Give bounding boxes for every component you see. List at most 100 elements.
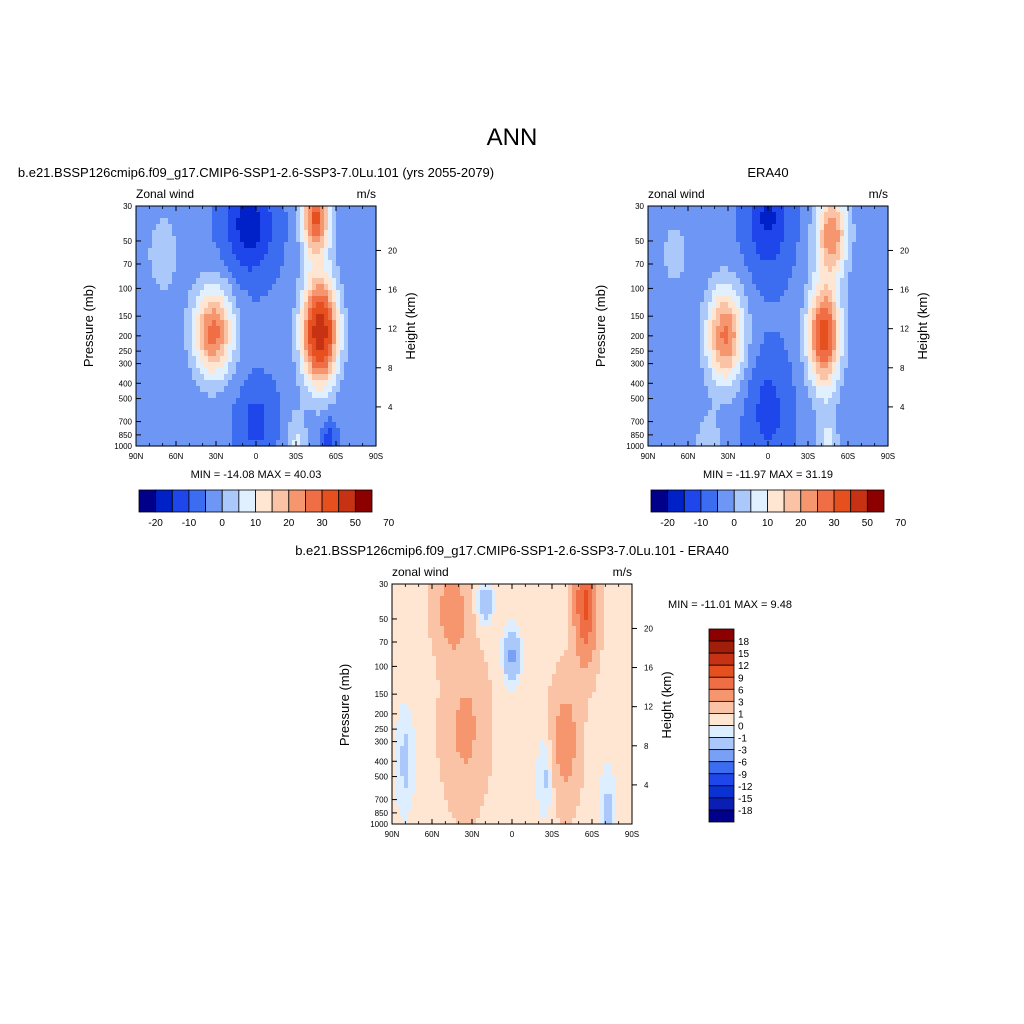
field-cell [372,278,377,285]
field-cell [308,248,313,255]
field-cell [252,218,257,225]
field-cell [232,440,237,447]
field-cell [236,230,241,237]
field-cell [796,404,801,411]
field-cell [712,224,717,231]
field-cell [872,224,877,231]
field-cell [296,302,301,309]
field-cell [704,440,709,447]
field-cell [796,350,801,357]
field-cell [352,416,357,423]
field-cell [864,296,869,303]
field-cell [836,206,841,213]
field-cell [712,422,717,429]
field-cell [740,218,745,225]
field-cell [832,266,837,273]
field-cell [336,260,341,267]
field-cell [240,332,245,339]
field-cell [228,410,233,417]
field-cell [208,248,213,255]
field-cell [176,326,181,333]
field-cell [176,218,181,225]
field-cell [368,212,373,219]
field-cell [140,428,145,435]
field-cell [368,374,373,381]
field-cell [740,416,745,423]
field-cell [204,368,209,375]
field-cell [800,248,805,255]
field-cell [212,434,217,441]
field-cell [728,404,733,411]
field-cell [180,284,185,291]
field-cell [168,302,173,309]
field-cell [200,212,205,219]
field-cell [140,404,145,411]
field-cell [652,386,657,393]
field-cell [776,392,781,399]
colorbar-label: -10 [182,518,197,529]
field-cell [300,368,305,375]
field-cell [244,368,249,375]
field-cell [216,266,221,273]
field-cell [212,338,217,345]
field-cell [344,260,349,267]
field-cell [312,230,317,237]
field-cell [824,326,829,333]
field-cell [136,434,141,441]
field-cell [748,314,753,321]
field-cell [656,416,661,423]
field-cell [152,434,157,441]
field-cell [760,278,765,285]
field-cell [152,314,157,321]
field-cell [852,404,857,411]
field-cell [344,314,349,321]
field-cell [780,404,785,411]
field-cell [700,218,705,225]
field-cell [268,218,273,225]
field-cell [312,374,317,381]
field-cell [272,404,277,411]
field-cell [216,422,221,429]
field-cell [724,356,729,363]
field-cell [664,260,669,267]
field-cell [656,386,661,393]
field-cell [780,230,785,237]
field-cell [252,380,257,387]
field-cell [240,416,245,423]
field-cell [148,248,153,255]
field-cell [732,434,737,441]
field-cell [696,302,701,309]
field-cell [668,296,673,303]
field-cell [164,278,169,285]
field-cell [144,368,149,375]
field-cell [356,224,361,231]
field-cell [764,428,769,435]
field-cell [680,434,685,441]
field-cell [196,368,201,375]
field-cell [204,434,209,441]
field-cell [736,416,741,423]
field-cell [240,260,245,267]
field-cell [664,392,669,399]
field-cell [844,230,849,237]
field-cell [756,218,761,225]
field-cell [360,284,365,291]
field-cell [716,224,721,231]
field-cell [800,422,805,429]
field-cell [172,242,177,249]
field-cell [248,428,253,435]
field-cell [832,392,837,399]
field-cell [364,350,369,357]
field-cell [708,254,713,261]
field-cell [256,332,261,339]
field-cell [204,320,209,327]
field-cell [824,320,829,327]
field-cell [768,296,773,303]
field-cell [260,272,265,279]
field-cell [204,296,209,303]
field-cell [756,248,761,255]
field-cell [800,362,805,369]
field-cell [860,326,865,333]
field-cell [656,434,661,441]
field-cell [816,308,821,315]
